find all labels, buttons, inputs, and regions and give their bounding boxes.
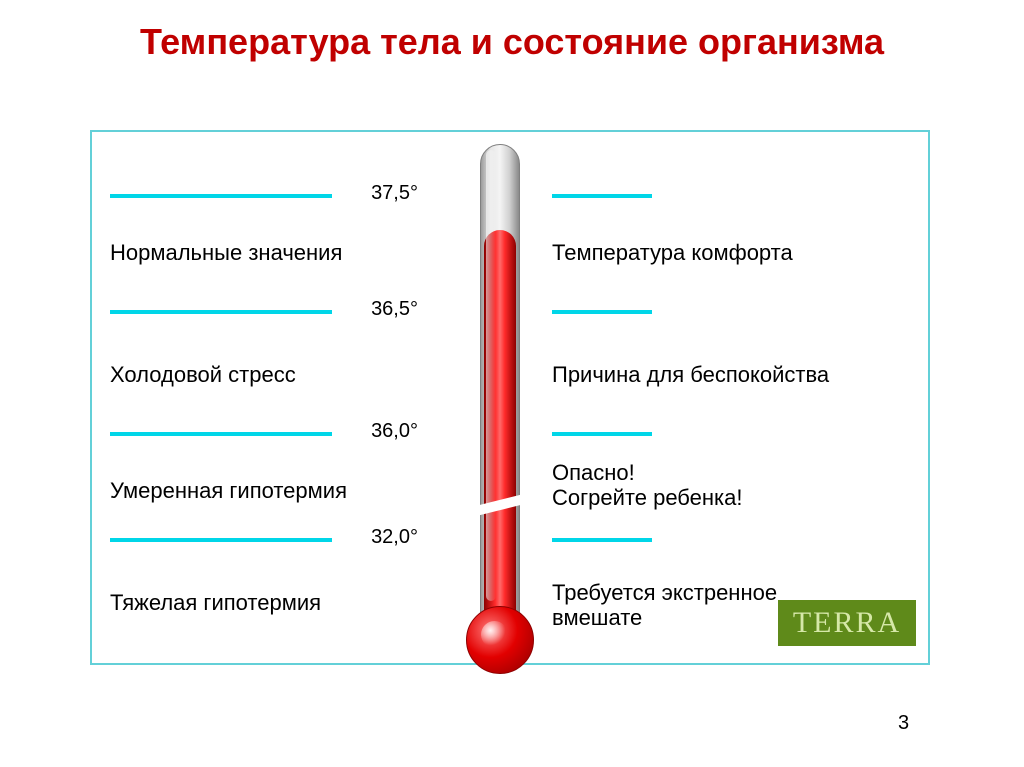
left-range-label: Умеренная гипотермия bbox=[110, 478, 347, 503]
left-range-label: Нормальные значения bbox=[110, 240, 342, 265]
badge-text: TERRA bbox=[793, 606, 901, 640]
temperature-label: 32,0° bbox=[0, 526, 418, 549]
right-range-label: Причина для беспокойства bbox=[552, 362, 829, 387]
right-range-label: Требуется экстренное вмешате bbox=[552, 580, 777, 631]
page-title: Температура тела и состояние организма bbox=[0, 20, 1024, 63]
right-range-label: Температура комфорта bbox=[552, 240, 793, 265]
temperature-label: 37,5° bbox=[0, 182, 418, 205]
temperature-label: 36,0° bbox=[0, 420, 418, 443]
tube-highlight bbox=[486, 150, 496, 601]
temperature-label: 36,5° bbox=[0, 298, 418, 321]
tick-line bbox=[552, 194, 652, 198]
left-range-label: Холодовой стресс bbox=[110, 362, 296, 387]
left-range-label: Тяжелая гипотермия bbox=[110, 590, 321, 615]
tick-line bbox=[552, 538, 652, 542]
right-range-label: Опасно! Согрейте ребенка! bbox=[552, 460, 743, 511]
page-number: 3 bbox=[898, 712, 909, 735]
tick-line bbox=[552, 310, 652, 314]
page: Температура тела и состояние организма 3… bbox=[0, 0, 1024, 767]
terra-badge: TERRA bbox=[778, 600, 916, 646]
tick-line bbox=[552, 432, 652, 436]
